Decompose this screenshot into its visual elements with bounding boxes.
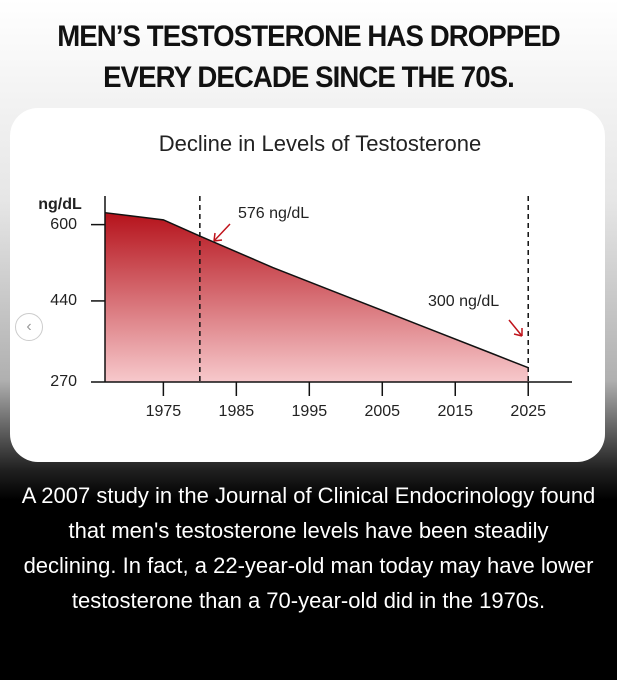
y-tick-label: 440 xyxy=(50,292,77,309)
annotation: 300 ng/dL xyxy=(428,293,499,310)
x-tick-label: 1975 xyxy=(146,403,182,420)
chart: Decline in Levels of Testosterone ng/dL … xyxy=(38,130,572,421)
caption: A 2007 study in the Journal of Clinical … xyxy=(21,483,596,613)
headline: MEN’S TESTOSTERONE HAS DROPPED EVERY DEC… xyxy=(57,20,560,94)
y-tick-label: 600 xyxy=(50,216,77,233)
area xyxy=(105,212,529,382)
x-tick-label: 1985 xyxy=(219,403,255,420)
x-tick-label: 2025 xyxy=(510,403,546,420)
x-tick-label: 2005 xyxy=(364,403,400,420)
annotation: 576 ng/dL xyxy=(238,205,309,222)
chart-title: Decline in Levels of Testosterone xyxy=(159,131,481,156)
x-tick-label: 1995 xyxy=(292,403,328,420)
area-outline xyxy=(104,211,529,369)
carousel-prev[interactable]: ‹ xyxy=(15,313,43,341)
y-tick-label: 270 xyxy=(50,373,77,390)
annotation-arrow xyxy=(213,223,231,242)
y-axis-label: ng/dL xyxy=(38,196,82,213)
x-tick-label: 2015 xyxy=(437,403,473,420)
annotation-arrow xyxy=(508,319,523,337)
